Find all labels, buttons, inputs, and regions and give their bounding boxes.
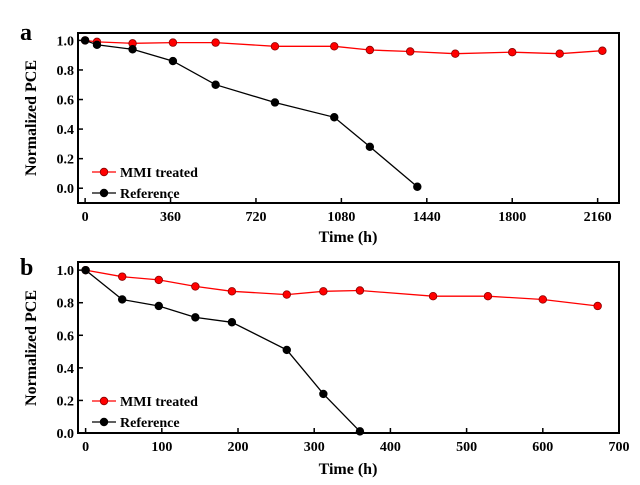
panel-b-mmi-treated-point	[117, 272, 127, 281]
panel-a-mmi-treated-point	[508, 48, 517, 57]
panel-b-label: b	[20, 255, 33, 281]
panel-a-mmi-treated-point	[598, 46, 607, 55]
panel-a-y-tick-label: 0.0	[57, 182, 75, 197]
panel-a-mmi-treated-point	[330, 42, 339, 51]
panel-b-plot-frame	[77, 261, 620, 434]
panel-a-legend-marker-ref	[99, 188, 109, 198]
panel-a-mmi-treated-point	[168, 38, 178, 47]
panel-b-y-axis-label: Normalized PCE	[23, 290, 40, 406]
panel-a-y-tick-label: 0.2	[57, 153, 75, 168]
panel-a-x-tick-label: 360	[160, 210, 181, 225]
panel-b-x-tick-label: 500	[456, 440, 477, 455]
panel-a-x-tick-label: 0	[82, 210, 89, 225]
panel-b-reference-point	[191, 313, 200, 322]
panel-b-mmi-treated-point	[483, 292, 493, 301]
panel-a-legend-label-mmi: MMI treated	[120, 166, 198, 181]
panel-a-x-axis-label: Time (h)	[319, 229, 378, 246]
panel-a-y-tick-label: 0.6	[57, 94, 75, 109]
panel-a-reference-point	[413, 182, 422, 191]
panel-b-y-tick-label: 0.4	[57, 362, 75, 377]
panel-b-x-tick-label: 600	[532, 440, 553, 455]
panel-a-chart: a 0 360 720 1080 1440 1800 2160 0.0 0.2 0.4 0.6 0.8…	[20, 20, 620, 246]
panel-a-reference-point	[270, 98, 280, 107]
panel-a-mmi-treated-point	[365, 45, 375, 55]
panel-b-x-tick-label: 400	[380, 440, 401, 455]
panel-b-reference-line	[85, 269, 361, 432]
panel-b-y-tick-label: 0.0	[57, 427, 75, 442]
panel-b-mmi-treated-point	[191, 282, 200, 291]
panel-b-x-tick-label: 100	[151, 440, 172, 455]
panel-b-x-tick-label: 700	[609, 440, 630, 455]
panel-a-label: a	[20, 20, 32, 46]
panel-b-mmi-treated-point	[282, 290, 291, 299]
panel-b-legend-label-mmi: MMI treated	[120, 395, 198, 410]
panel-b-y-tick-label: 0.8	[57, 297, 75, 312]
panel-a-y-tick-label: 0.4	[57, 123, 75, 138]
panel-a-legend-label-ref: Reference	[120, 187, 180, 202]
panel-b-mmi-treated-point	[319, 287, 328, 296]
panel-b-reference-point	[154, 301, 163, 311]
panel-b-reference-point	[282, 345, 291, 355]
panel-b-y-tick-label: 0.6	[57, 329, 75, 344]
panel-b-mmi-treated-point	[538, 295, 548, 304]
panel-a-y-axis-label: Normalized PCE	[23, 60, 40, 176]
panel-a-legend-marker-mmi	[99, 167, 109, 177]
panel-a-y-tick-label: 1.0	[57, 34, 75, 49]
panel-b-x-tick-label: 0	[82, 440, 89, 455]
panel-b-reference-point	[227, 318, 237, 327]
panel-a-ticks: 0 360 720 1080 1440 1800 2160 0.0 0.2 0.4 0.6 0.8 1.…	[57, 34, 612, 225]
panel-a-reference-point	[330, 113, 339, 122]
panel-a-plot-frame	[77, 32, 620, 204]
panel-b-legend-label-ref: Reference	[120, 416, 180, 431]
panel-a-legend: MMI treated Reference	[92, 166, 198, 202]
panel-b-reference-point	[81, 265, 90, 275]
panel-a-mmi-treated-point	[451, 49, 460, 58]
panel-b-x-tick-label: 300	[304, 440, 325, 455]
panel-b-mmi-treated-point	[593, 301, 602, 311]
panel-a-reference-line	[84, 39, 418, 188]
panel-a-reference-point	[128, 45, 137, 54]
panel-b-x-axis-label: Time (h)	[319, 461, 378, 478]
panel-a-reference-point	[365, 142, 375, 152]
panel-b-mmi-treated-point	[227, 287, 237, 296]
panel-b-legend: MMI treated Reference	[92, 395, 198, 431]
panel-a-x-tick-label: 1080	[327, 210, 355, 225]
panel-a-mmi-treated-point	[555, 49, 564, 58]
panel-a-x-tick-label: 720	[245, 210, 266, 225]
panel-b-series	[81, 265, 602, 436]
panel-a-x-tick-label: 1800	[498, 210, 526, 225]
panel-b-mmi-treated-point	[428, 292, 438, 301]
panel-b-ticks: 0 100 200 300 400 500 600 700 0.0 0.2 0.4 0.6 0.8 1.0	[57, 264, 630, 455]
panel-b-reference-point	[319, 389, 328, 399]
panel-b-legend-marker-mmi	[99, 396, 109, 406]
panel-b-reference-point	[355, 427, 365, 436]
panel-a-reference-point	[80, 36, 90, 45]
panel-a-mmi-treated-point	[211, 38, 220, 47]
panel-a-reference-point	[168, 56, 178, 66]
panel-a-x-tick-label: 2160	[584, 210, 612, 225]
panel-b-y-tick-label: 0.2	[57, 394, 75, 409]
panel-a-reference-point	[211, 80, 220, 89]
panel-b-reference-point	[117, 295, 127, 304]
panel-b-mmi-treated-point	[355, 286, 365, 295]
panel-a-series	[80, 36, 607, 191]
panel-b-x-tick-label: 200	[228, 440, 249, 455]
panel-b-y-tick-label: 1.0	[57, 264, 75, 279]
panel-b-mmi-treated-point	[154, 275, 163, 285]
panel-b-legend-marker-ref	[99, 417, 109, 427]
panel-a-mmi-treated-point	[405, 47, 415, 56]
panel-b-chart: b 0 100 200 300 400 500 600 700 0.0 0.2 0.4 0.6 0.8 1…	[20, 255, 630, 478]
panel-b-mmi-treated-line	[85, 269, 598, 307]
panel-a-mmi-treated-line	[85, 39, 603, 55]
panel-a-mmi-treated-point	[270, 42, 280, 51]
panel-a-y-tick-label: 0.8	[57, 64, 75, 79]
panel-a-x-tick-label: 1440	[413, 210, 441, 225]
panel-a-reference-point	[92, 40, 102, 50]
